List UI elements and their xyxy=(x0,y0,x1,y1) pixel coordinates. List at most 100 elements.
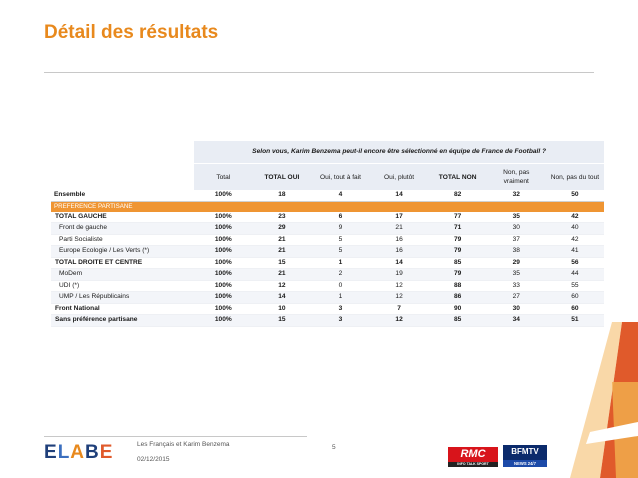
cell: 14 xyxy=(252,291,312,304)
cell: 17 xyxy=(369,211,429,223)
bfmtv-logo-tagline: NEWS 24/7 xyxy=(503,460,547,467)
cell: 33 xyxy=(486,280,546,292)
row-label: MoDem xyxy=(51,268,194,281)
cell: 88 xyxy=(428,280,487,292)
results-table: Selon vous, Karim Benzema peut-il encore… xyxy=(51,141,605,327)
cell: 21 xyxy=(252,245,312,258)
cell: 82 xyxy=(428,190,487,202)
cell: 100% xyxy=(194,257,253,269)
section-band: PREFERENCE PARTISANE xyxy=(51,201,605,212)
row-label: Front de gauche xyxy=(51,222,194,235)
cell: 30 xyxy=(486,303,546,315)
cell: 21 xyxy=(369,222,429,235)
cell: 1 xyxy=(311,291,370,304)
table-row-udi: UDI (*) 100% 12 0 12 88 33 55 xyxy=(51,280,605,292)
cell: 34 xyxy=(486,314,546,327)
col-header-non-pas-du-tout: Non, pas du tout xyxy=(545,163,605,190)
cell: 71 xyxy=(428,222,487,235)
footer-divider xyxy=(44,436,307,437)
cell: 44 xyxy=(545,268,605,281)
col-header-total: Total xyxy=(194,163,253,190)
cell: 41 xyxy=(545,245,605,258)
cell: 42 xyxy=(545,211,605,223)
cell: 51 xyxy=(545,314,605,327)
cell: 3 xyxy=(311,303,370,315)
table-row-front-de-gauche: Front de gauche 100% 29 9 21 71 30 40 xyxy=(51,222,605,235)
row-label: UDI (*) xyxy=(51,280,194,292)
cell: 100% xyxy=(194,211,253,223)
row-label: Parti Socialiste xyxy=(51,234,194,246)
row-label: TOTAL DROITE ET CENTRE xyxy=(51,257,194,269)
cell: 29 xyxy=(486,257,546,269)
cell: 50 xyxy=(545,190,605,202)
cell: 29 xyxy=(252,222,312,235)
table-row-total-gauche: TOTAL GAUCHE 100% 23 6 17 77 35 42 xyxy=(51,211,605,223)
cell: 12 xyxy=(369,280,429,292)
cell: 15 xyxy=(252,314,312,327)
page-title: Détail des résultats xyxy=(44,22,219,43)
cell: 3 xyxy=(311,314,370,327)
cell: 30 xyxy=(486,222,546,235)
cell: 100% xyxy=(194,234,253,246)
table-row-modem: MoDem 100% 21 2 19 79 35 44 xyxy=(51,268,605,281)
cell: 5 xyxy=(311,234,370,246)
elabe-logo: ELABE xyxy=(44,442,114,463)
cell: 12 xyxy=(252,280,312,292)
col-header-oui-plutot: Oui, plutôt xyxy=(369,163,429,190)
cell: 12 xyxy=(369,314,429,327)
bfmtv-logo: BFMTV NEWS 24/7 xyxy=(503,445,547,467)
question-text: Selon vous, Karim Benzema peut-il encore… xyxy=(194,141,605,164)
cell: 16 xyxy=(369,234,429,246)
rmc-logo-text: RMC xyxy=(460,448,486,460)
row-label: Ensemble xyxy=(51,190,194,202)
cell: 79 xyxy=(428,234,487,246)
cell: 27 xyxy=(486,291,546,304)
cell: 21 xyxy=(252,268,312,281)
table-row-sans-preference-partisane: Sans préférence partisane 100% 15 3 12 85 34 51 xyxy=(51,314,605,327)
cell: 85 xyxy=(428,314,487,327)
cell: 100% xyxy=(194,303,253,315)
cell: 100% xyxy=(194,268,253,281)
cell: 100% xyxy=(194,291,253,304)
cell: 90 xyxy=(428,303,487,315)
elabe-a-decoration-icon xyxy=(570,322,638,478)
cell: 19 xyxy=(369,268,429,281)
title-divider xyxy=(44,72,594,73)
row-label: TOTAL GAUCHE xyxy=(51,211,194,223)
cell: 55 xyxy=(545,280,605,292)
cell: 56 xyxy=(545,257,605,269)
cell: 77 xyxy=(428,211,487,223)
cell: 32 xyxy=(486,190,546,202)
question-row: Selon vous, Karim Benzema peut-il encore… xyxy=(51,141,605,164)
rmc-logo-tagline: INFO TALK SPORT xyxy=(448,462,498,467)
row-label: Sans préférence partisane xyxy=(51,314,194,327)
column-header-row: Total TOTAL OUI Oui, tout à fait Oui, pl… xyxy=(51,163,605,190)
footer-date: 02/12/2015 xyxy=(137,456,170,463)
cell: 15 xyxy=(252,257,312,269)
page-number: 5 xyxy=(332,444,336,451)
table-row-ump-les-republicains: UMP / Les Républicains 100% 14 1 12 86 27 60 xyxy=(51,291,605,304)
cell: 40 xyxy=(545,222,605,235)
cell: 5 xyxy=(311,245,370,258)
cell: 100% xyxy=(194,314,253,327)
col-header-oui-tout-a-fait: Oui, tout à fait xyxy=(311,163,370,190)
row-label: Front National xyxy=(51,303,194,315)
col-header-total-oui: TOTAL OUI xyxy=(252,163,312,190)
row-label: Europe Ecologie / Les Verts (*) xyxy=(51,245,194,258)
cell: 35 xyxy=(486,268,546,281)
cell: 60 xyxy=(545,291,605,304)
cell: 18 xyxy=(252,190,312,202)
cell: 85 xyxy=(428,257,487,269)
table-row-parti-socialiste: Parti Socialiste 100% 21 5 16 79 37 42 xyxy=(51,234,605,246)
cell: 35 xyxy=(486,211,546,223)
cell: 14 xyxy=(369,257,429,269)
cell: 10 xyxy=(252,303,312,315)
cell: 12 xyxy=(369,291,429,304)
cell: 14 xyxy=(369,190,429,202)
row-label: UMP / Les Républicains xyxy=(51,291,194,304)
cell: 6 xyxy=(311,211,370,223)
cell: 79 xyxy=(428,268,487,281)
table-row-total-droite-et-centre: TOTAL DROITE ET CENTRE 100% 15 1 14 85 29 56 xyxy=(51,257,605,269)
footer-subject: Les Français et Karim Benzema xyxy=(137,441,230,448)
cell: 23 xyxy=(252,211,312,223)
